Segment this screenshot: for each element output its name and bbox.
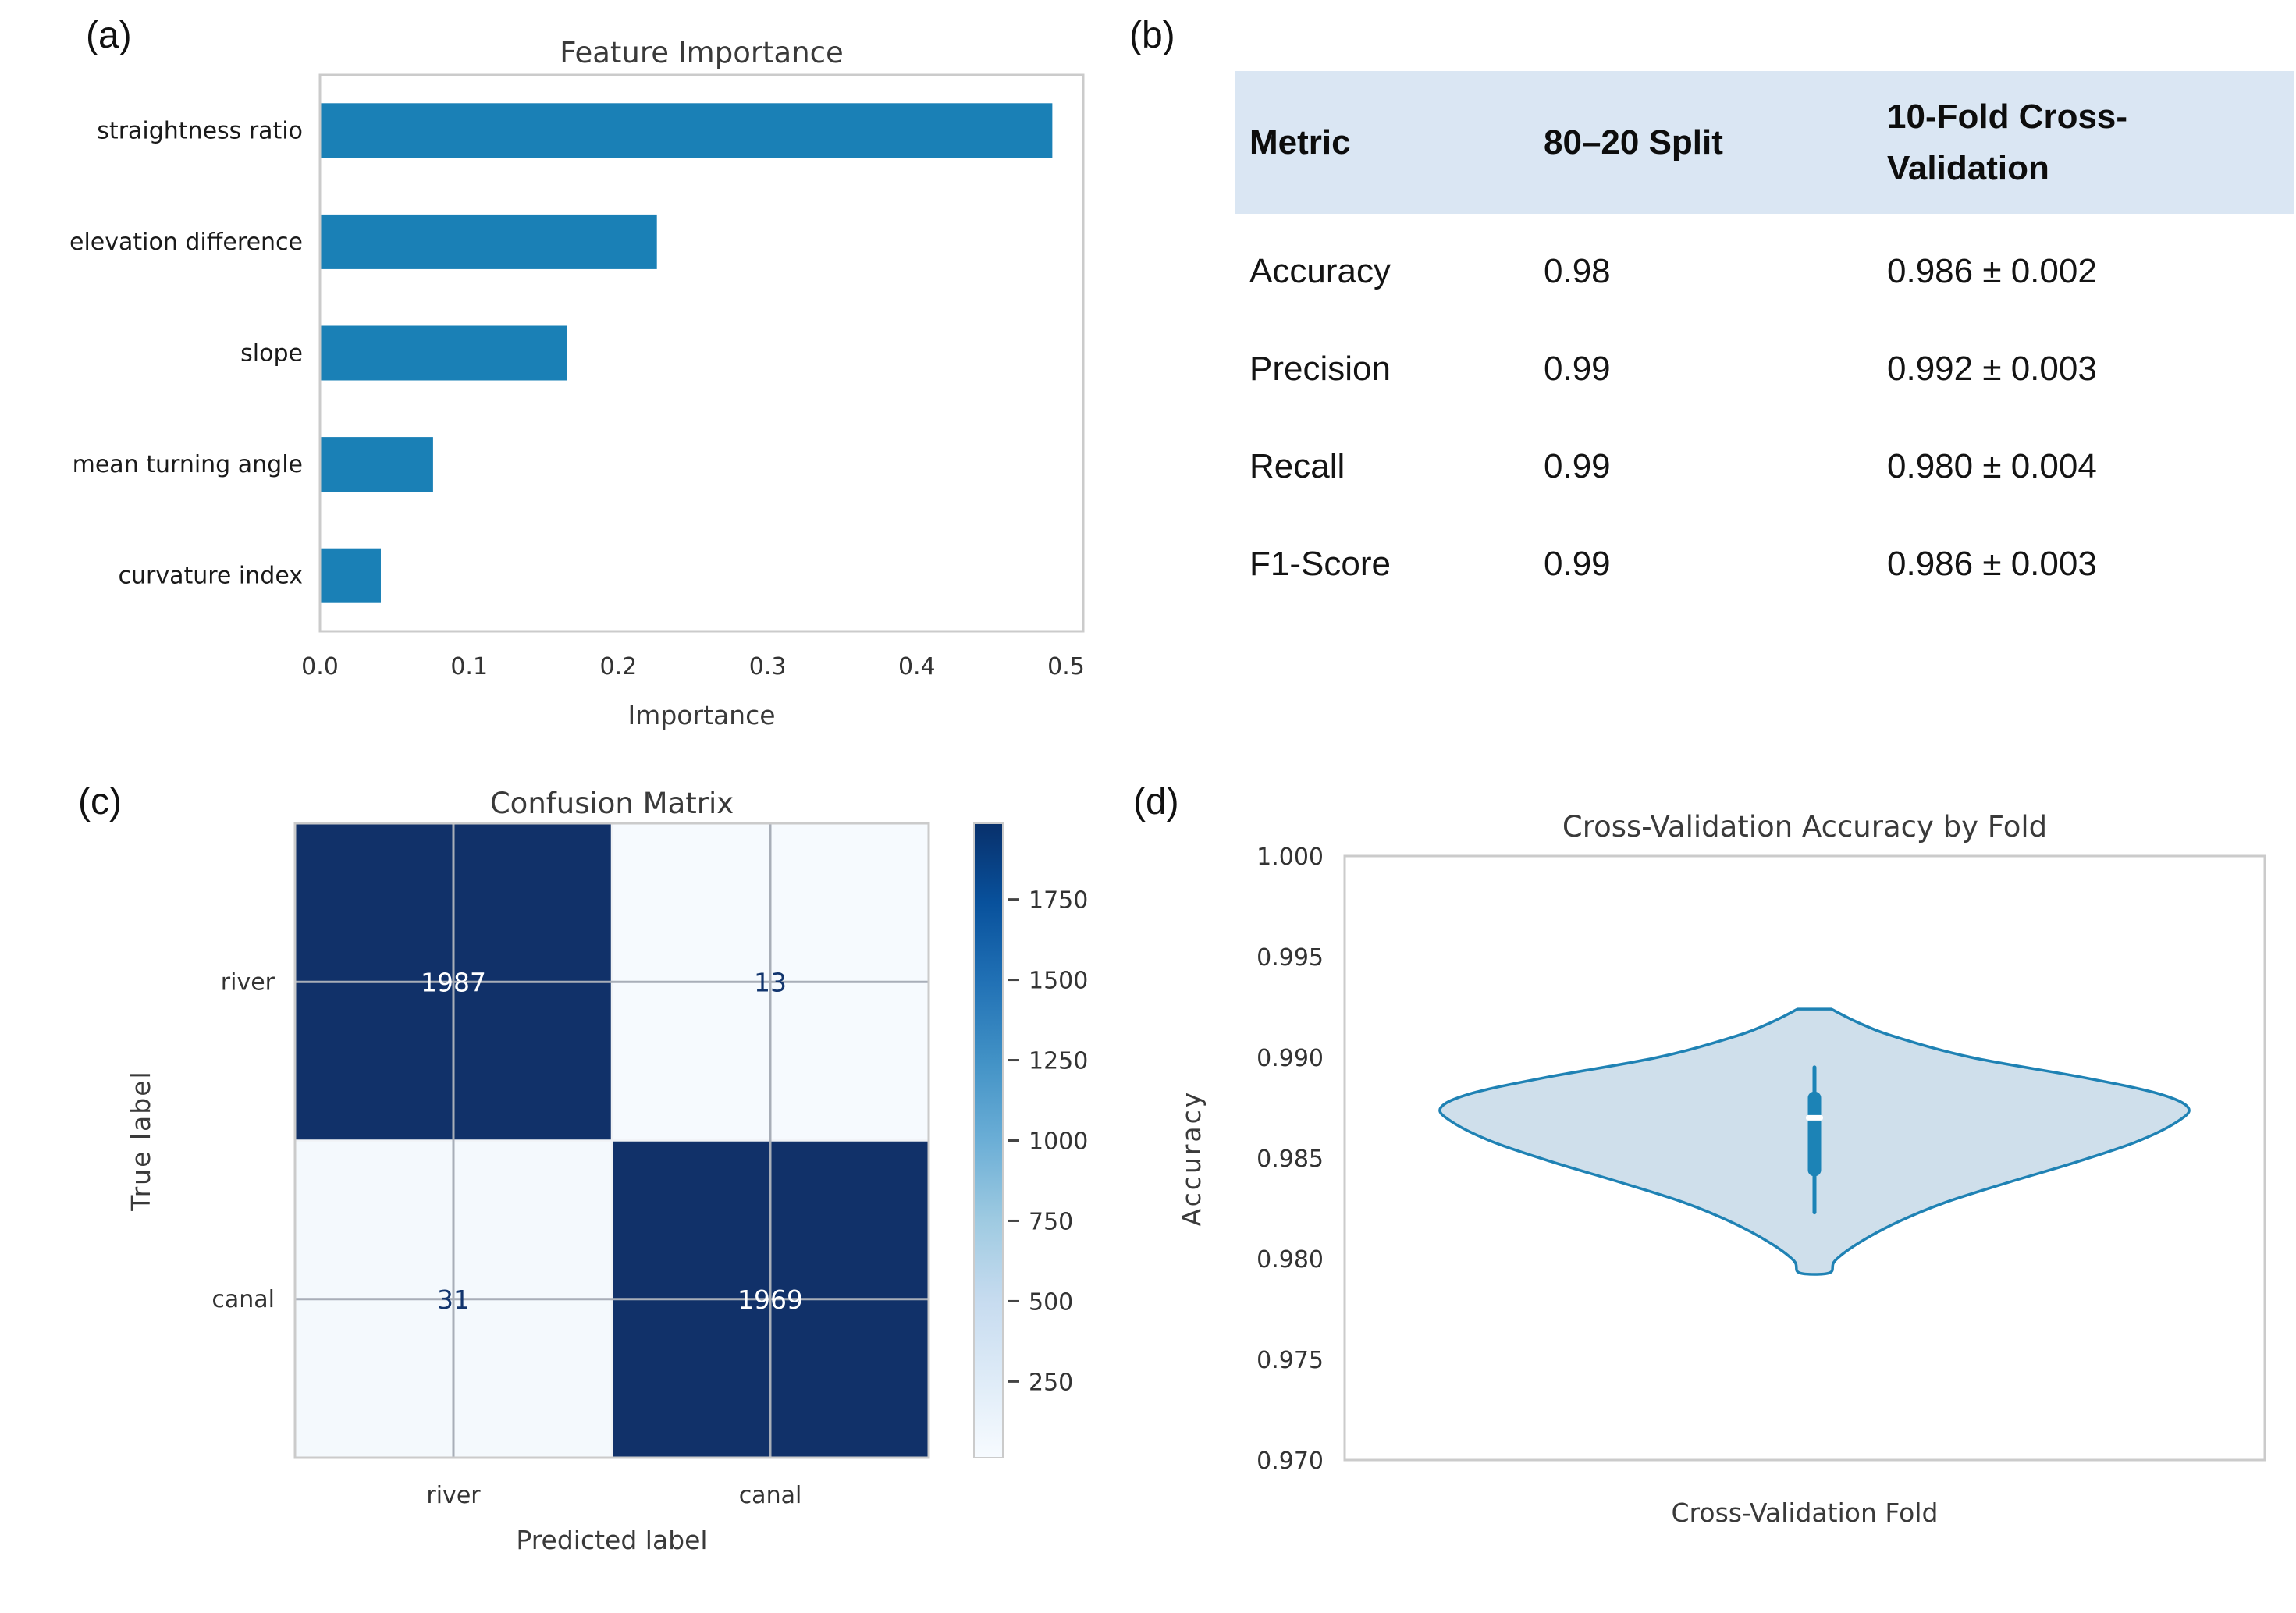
colorbar-tick-label: 750 [1029,1208,1073,1235]
x-tick-label: 0.1 [450,653,488,680]
x-tick-label: 0.4 [898,653,936,680]
panel-a-tag: (a) [86,15,132,56]
colorbar-tick-label: 1500 [1029,968,1088,995]
y-tick-label: 0.970 [1256,1448,1324,1475]
y-category-label: slope [240,340,303,368]
metrics-table-col-split: 80–20 Split [1544,123,1723,162]
table-row: Precision 0.99 0.992 ± 0.003 [0,346,2296,393]
y-axis-label: Accuracy [1176,1090,1207,1227]
table-cell: 0.992 ± 0.003 [1887,350,2097,388]
colorbar-tick-label: 1000 [1029,1128,1088,1156]
metrics-table-col-metric: Metric [1249,123,1351,162]
x-tick-label: 0.3 [749,653,787,680]
colorbar-tick-label: 250 [1029,1369,1073,1396]
x-tick-label: canal [739,1482,802,1509]
x-tick-label: 0.2 [600,653,638,680]
y-category-label: straightness ratio [97,117,303,144]
feature-importance-chart: Feature Importance straightness ratio elev… [69,36,1085,730]
x-axis-label: Importance [627,700,775,730]
table-row: F1-Score 0.99 0.986 ± 0.003 [0,541,2296,588]
table-cell: F1-Score [1249,545,1391,583]
cell-value: 1969 [737,1284,803,1315]
colorbar-tick-label: 1750 [1029,887,1088,915]
metrics-table-header [1235,71,2294,214]
table-cell: Recall [1249,447,1345,485]
panel-c-tag: (c) [78,781,122,822]
bar-curvature-index [321,548,381,603]
colorbar-tick-label: 500 [1029,1288,1073,1316]
feature-importance-title: Feature Importance [560,36,844,69]
y-tick-label: 0.975 [1256,1347,1324,1374]
bar-straightness-ratio [321,103,1053,158]
heatmap-border [293,822,930,1459]
table-cell: 0.99 [1544,350,1611,388]
x-axis-label: Predicted label [516,1525,707,1555]
table-cell: Accuracy [1249,252,1391,290]
y-tick-label: 0.995 [1256,944,1324,972]
y-category-label: mean turning angle [73,451,303,478]
metrics-table-col-crossval: 10-Fold Cross- Validation [1887,97,2128,187]
table-row: Accuracy 0.98 0.986 ± 0.002 [0,248,2296,295]
x-tick-label: river [426,1482,481,1509]
violin-median [1806,1114,1823,1121]
x-axis-label: Cross-Validation Fold [1672,1498,1939,1528]
table-cell: Precision [1249,350,1391,388]
colorbar-tick-label: 1250 [1029,1048,1088,1075]
y-category-label: curvature index [119,563,304,590]
y-tick-label: river [221,968,275,996]
table-cell: 0.986 ± 0.002 [1887,252,2097,290]
cell-value: 13 [754,967,787,997]
table-cell: 0.98 [1544,252,1611,290]
table-cell: 0.986 ± 0.003 [1887,545,2097,583]
table-cell: 0.99 [1544,447,1611,485]
panel-b-tag: (b) [1129,15,1175,56]
y-category-label: elevation difference [69,229,303,256]
bar-elevation-difference [321,214,657,269]
y-tick-label: 0.980 [1256,1246,1324,1274]
y-tick-label: 0.985 [1256,1146,1324,1173]
y-axis-label: True label [126,1070,156,1211]
table-cell: 0.980 ± 0.004 [1887,447,2097,485]
y-tick-label: 0.990 [1256,1045,1324,1072]
table-cell: 0.99 [1544,545,1611,583]
cell-value: 1987 [421,967,486,997]
bar-mean-turning-angle [321,437,433,492]
confusion-matrix-title: Confusion Matrix [490,787,734,820]
bar-slope [321,325,567,381]
cv-accuracy-violin-chart: Cross-Validation Accuracy by Fold 1.000 0.… [1176,810,2266,1528]
colorbar [973,822,1004,1458]
x-tick-label: 0.0 [301,653,339,680]
x-tick-label: 0.5 [1047,653,1085,680]
y-tick-label: 1.000 [1256,844,1324,871]
violin-title: Cross-Validation Accuracy by Fold [1562,810,2047,844]
table-row: Recall 0.99 0.980 ± 0.004 [0,443,2296,490]
violin-box [1807,1091,1822,1177]
y-tick-label: canal [211,1286,275,1313]
cell-value: 31 [437,1284,470,1315]
panel-d-tag: (d) [1133,781,1179,822]
confusion-matrix-chart: Confusion Matrix 1987 13 31 1969 river canal Tr… [126,787,1088,1555]
